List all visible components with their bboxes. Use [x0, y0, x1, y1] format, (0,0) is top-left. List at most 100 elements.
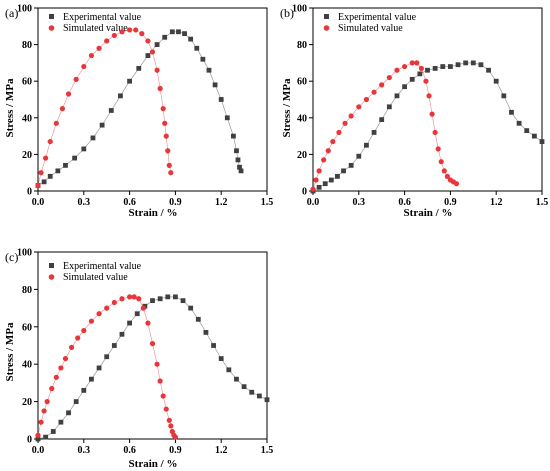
data-point-experimental	[432, 65, 438, 71]
data-point-experimental	[136, 65, 142, 71]
data-point-experimental	[157, 296, 163, 302]
x-axis-label: Strain / %	[129, 458, 178, 470]
panel-a: (a) Stress / MPa Strain / % Experimental…	[4, 4, 273, 220]
data-point-simulated	[157, 85, 163, 92]
data-point-experimental	[96, 365, 102, 371]
data-point-experimental	[47, 173, 53, 179]
data-point-experimental	[501, 93, 507, 99]
data-point-simulated	[104, 38, 110, 44]
data-point-experimental	[224, 115, 230, 121]
data-point-experimental	[356, 153, 362, 159]
data-point-experimental	[72, 155, 78, 161]
data-point-simulated	[423, 78, 429, 84]
data-point-simulated	[444, 173, 450, 179]
x-tick-label: 1.2	[215, 445, 228, 456]
data-point-simulated	[44, 399, 50, 405]
data-point-experimental	[493, 78, 499, 84]
data-point-simulated	[65, 91, 72, 97]
data-point-experimental	[386, 104, 392, 110]
data-point-experimental	[463, 60, 469, 66]
data-point-simulated	[145, 38, 151, 44]
x-tick-label: 1.5	[261, 197, 274, 208]
data-point-experimental	[108, 108, 114, 113]
data-point-experimental	[402, 84, 407, 90]
data-point-experimental	[509, 109, 514, 115]
data-point-simulated	[131, 294, 137, 300]
data-point-experimental	[104, 354, 110, 360]
data-point-experimental	[127, 320, 132, 326]
data-point-experimental	[234, 376, 239, 382]
data-point-experimental	[231, 133, 236, 139]
data-point-experimental	[341, 168, 346, 174]
data-point-simulated	[43, 155, 49, 161]
data-point-experimental	[195, 316, 201, 322]
data-point-simulated	[160, 106, 166, 112]
data-point-simulated	[136, 296, 142, 302]
y-tick-label: 60	[22, 77, 32, 88]
legend-marker-experimental	[49, 263, 54, 268]
data-point-experimental	[203, 330, 209, 335]
data-point-simulated	[438, 159, 444, 165]
data-point-experimental	[89, 376, 94, 382]
data-point-experimental	[188, 305, 194, 311]
x-tick-label: 0.9	[169, 445, 182, 456]
x-tick-label: 1.2	[215, 197, 228, 208]
x-tick-label: 0.6	[123, 197, 136, 208]
data-point-experimental	[531, 133, 537, 139]
data-point-simulated	[321, 157, 327, 163]
data-point-simulated	[166, 417, 172, 423]
data-point-experimental	[90, 135, 96, 141]
data-point-simulated	[127, 27, 133, 33]
data-point-simulated	[432, 129, 438, 136]
data-point-experimental	[470, 60, 476, 66]
y-tick-label: 100	[17, 248, 32, 259]
y-tick-label: 0	[302, 187, 307, 198]
data-point-simulated	[414, 60, 420, 66]
data-point-experimental	[316, 184, 322, 190]
data-point-experimental	[348, 162, 354, 168]
legend-marker-simulated	[48, 274, 55, 280]
legend-marker-experimental	[49, 14, 54, 19]
data-point-simulated	[88, 318, 95, 324]
data-point-experimental	[249, 389, 255, 395]
x-tick-label: 0.3	[78, 197, 91, 208]
data-point-simulated	[59, 106, 66, 112]
panel-b: (b) Stress / MPa Strain / % Experimental…	[280, 4, 548, 220]
data-point-experimental	[55, 168, 61, 174]
data-point-experimental	[145, 53, 151, 58]
data-point-experimental	[99, 122, 105, 128]
data-point-simulated	[88, 52, 95, 59]
y-tick-label: 40	[22, 113, 32, 124]
y-tick-label: 60	[297, 77, 307, 88]
data-point-simulated	[96, 311, 102, 317]
y-axis-label: Stress / MPa	[281, 78, 293, 138]
data-point-simulated	[453, 181, 460, 187]
x-tick-label: 0.6	[398, 197, 411, 208]
data-point-experimental	[111, 343, 117, 348]
data-point-experimental	[237, 164, 242, 170]
plot-frame	[37, 7, 268, 192]
data-point-simulated	[47, 138, 53, 145]
data-point-simulated	[418, 65, 424, 71]
data-point-experimental	[379, 117, 385, 123]
data-point-experimental	[200, 56, 206, 62]
y-tick-label: 80	[297, 40, 307, 51]
legend: Experimental value Simulated value	[323, 12, 417, 34]
data-point-simulated	[127, 294, 133, 300]
data-point-simulated	[53, 120, 59, 126]
data-point-simulated	[426, 93, 432, 99]
data-point-simulated	[168, 170, 174, 176]
data-point-simulated	[316, 168, 322, 174]
y-tick-label: 20	[22, 397, 32, 408]
legend: Experimental value Simulated value	[48, 261, 142, 283]
x-axis-label: Strain / %	[404, 207, 453, 219]
data-point-experimental	[486, 67, 491, 73]
y-tick-label: 20	[297, 150, 307, 161]
plot-frame	[37, 251, 268, 440]
data-point-experimental	[516, 120, 522, 126]
data-point-experimental	[119, 331, 125, 337]
y-axis-label: Stress / MPa	[4, 322, 16, 382]
data-point-experimental	[425, 67, 430, 73]
legend-label-simulated: Simulated value	[338, 23, 403, 34]
